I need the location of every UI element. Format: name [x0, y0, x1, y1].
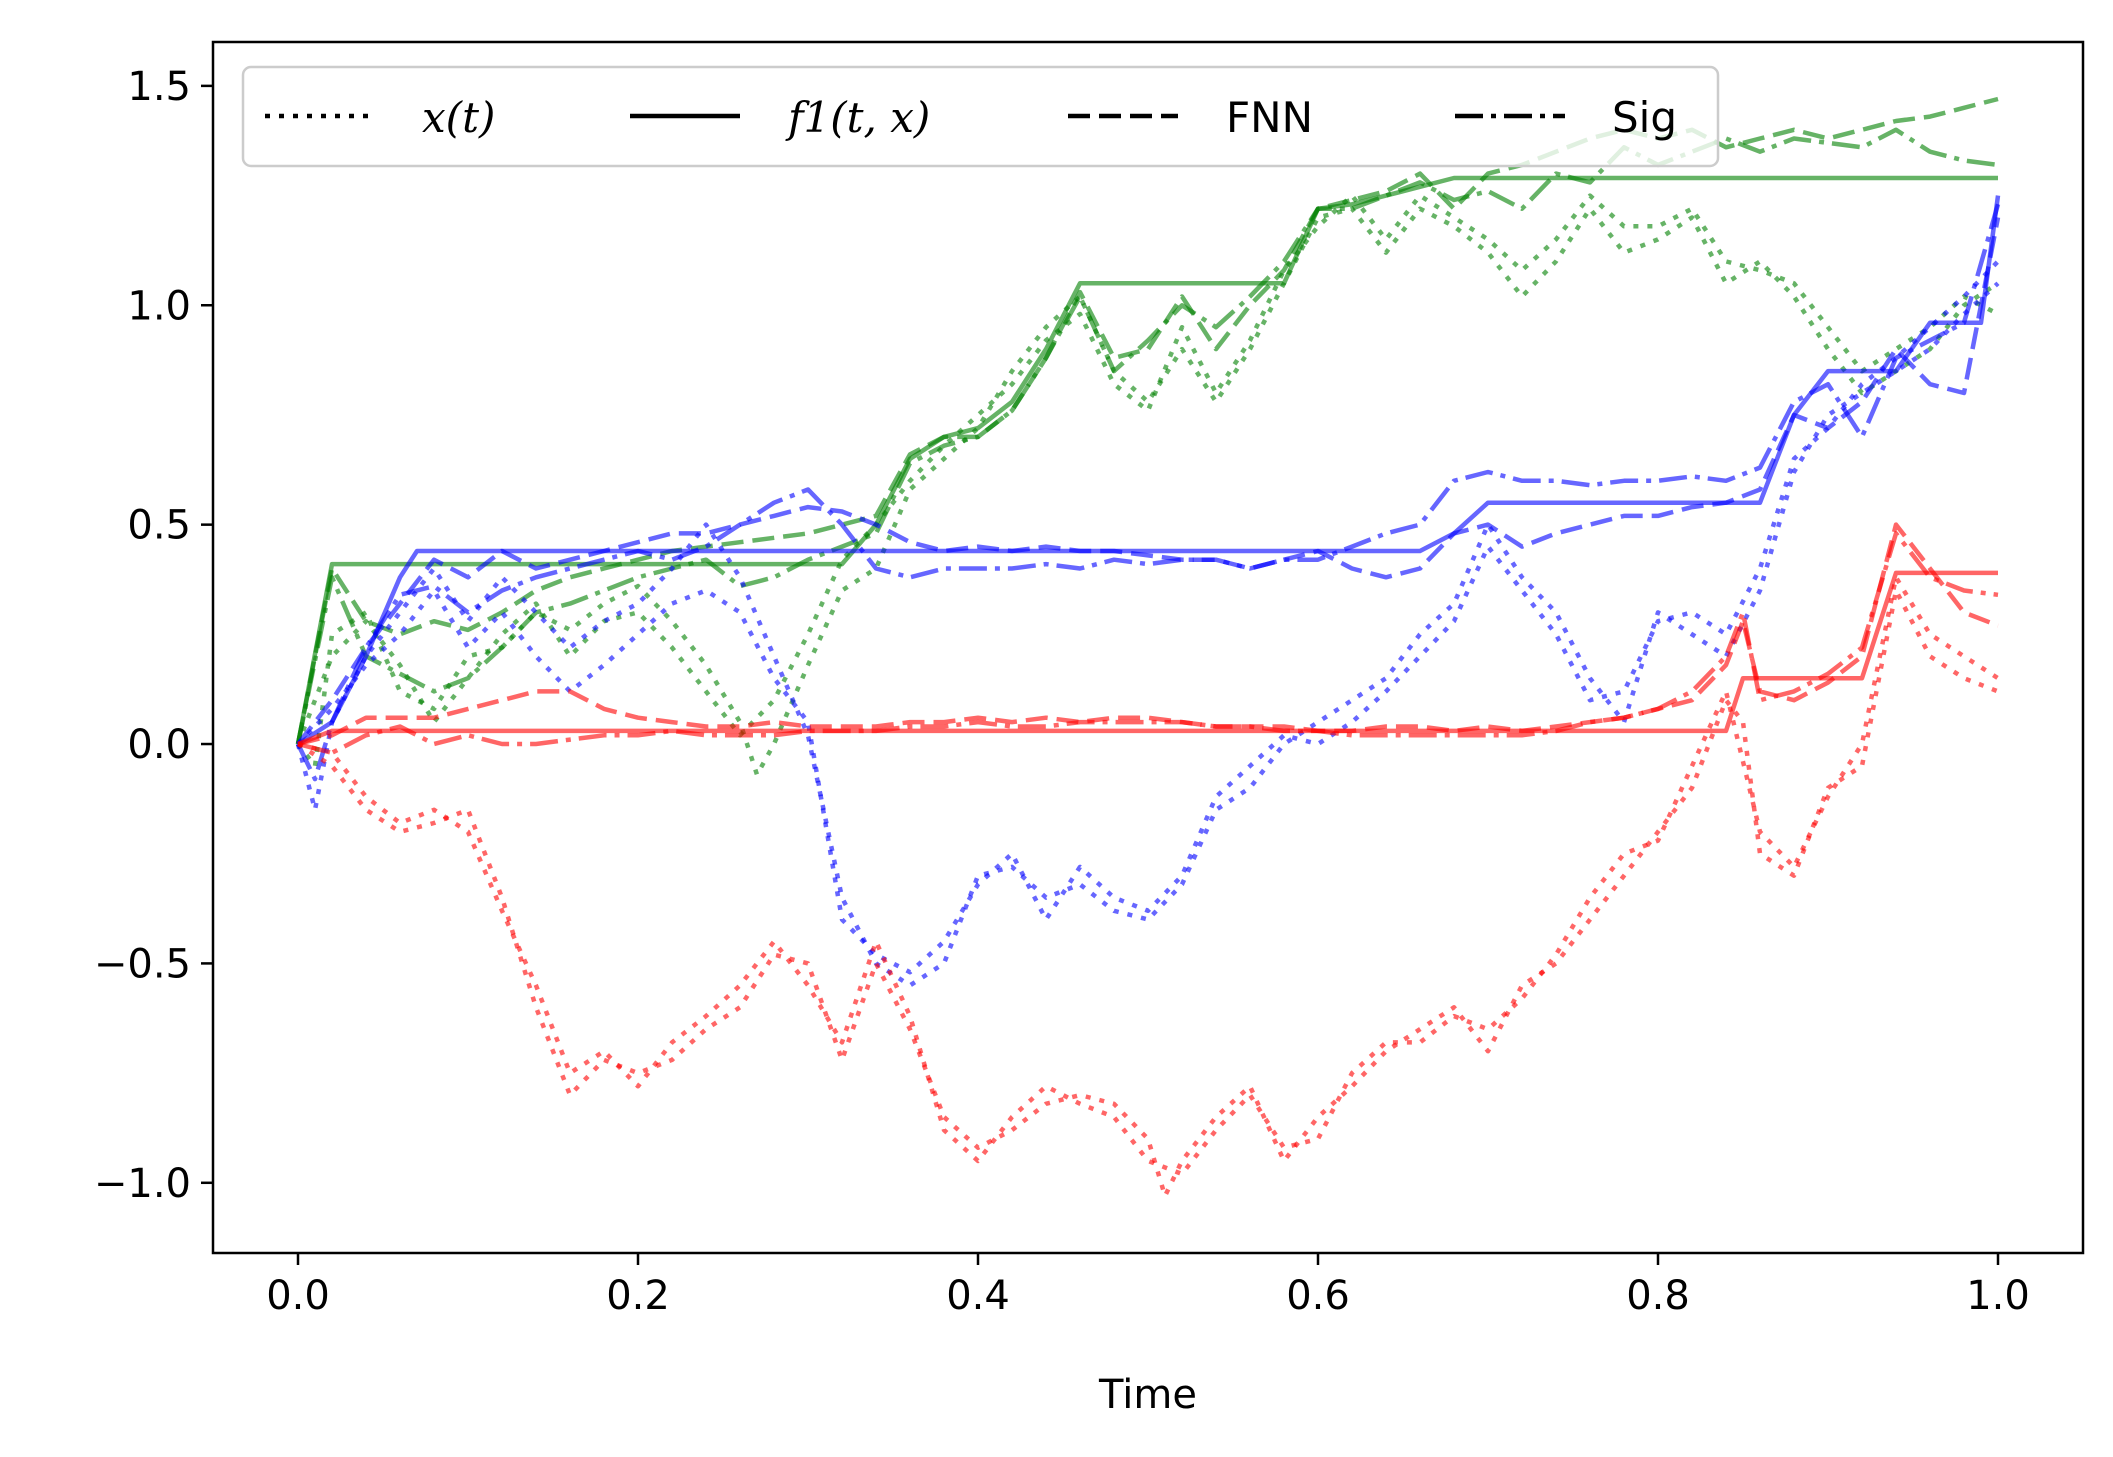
series-blue-dotted-0: [295, 281, 2000, 988]
y-tick-label: −1.0: [94, 1161, 191, 1207]
x-tick-label: 0.4: [946, 1273, 1010, 1319]
x-tick-label: 0.2: [606, 1273, 670, 1319]
series-green-solid-2: [295, 175, 1998, 745]
legend-label-x-t: x(t): [422, 93, 495, 142]
x-tick-label: 0.6: [1286, 1273, 1350, 1319]
y-tick-label: −0.5: [94, 941, 191, 987]
x-tick-label: 0.8: [1626, 1273, 1690, 1319]
series-red-dashdot-4: [297, 531, 1999, 756]
series-red-solid-2: [297, 570, 1998, 747]
ticks-layer: 0.0 0.2 0.4 0.6 0.8 1.0 −1.0 −0.5 0.0 0.5 1.0 1.5: [94, 64, 2030, 1319]
plot-frame: [211, 40, 2085, 1255]
x-axis-title: Time: [1098, 1372, 1197, 1418]
series-blue-dotted-1: [296, 259, 2000, 975]
legend-label-f1: f1(t, x): [785, 93, 930, 142]
legend-label-sig: Sig: [1612, 93, 1677, 142]
x-tick-label: 0.0: [266, 1273, 330, 1319]
y-tick-label: 0.0: [127, 722, 191, 768]
series-blue-dashed-3: [296, 217, 2001, 746]
legend-label-fnn: FNN: [1226, 93, 1313, 142]
y-tick-label: 1.5: [127, 64, 191, 110]
series-layer: [295, 96, 2001, 1199]
x-tick-label: 1.0: [1966, 1273, 2030, 1319]
y-tick-label: 0.5: [127, 503, 191, 549]
series-blue-dashdot-4: [295, 203, 2001, 782]
legend-box: [241, 65, 1720, 168]
legend: x(t) f1(t, x) FNN Sig: [241, 65, 1720, 168]
y-tick-label: 1.0: [127, 283, 191, 329]
